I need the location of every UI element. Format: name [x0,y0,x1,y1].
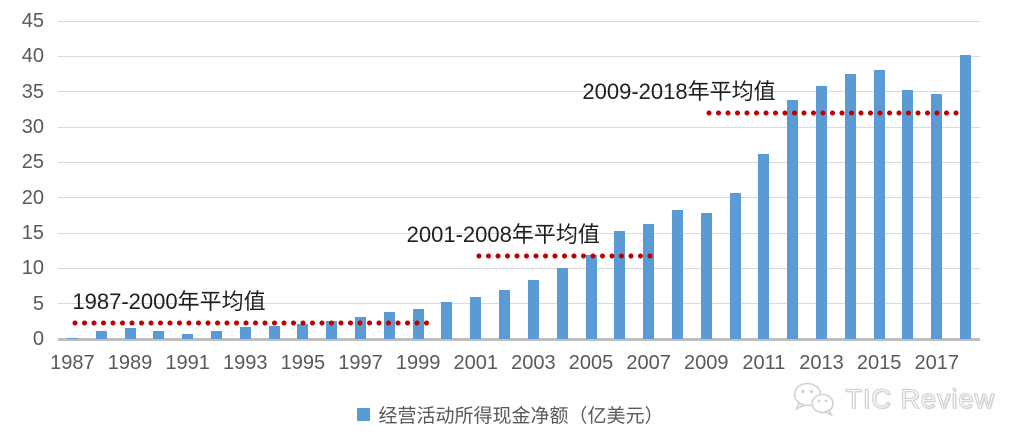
average-label-2: 2001-2008年平均值 [406,222,600,248]
bar-2005 [585,254,597,339]
x-tick-label-2007: 2007 [626,352,671,374]
x-tick-label-2011: 2011 [742,352,786,374]
y-tick-label-15: 15 [21,222,44,244]
bar-2017 [931,93,943,339]
bar-1987 [66,337,78,339]
x-axis-line [58,337,980,341]
bar-2004 [556,267,568,339]
bar-2014 [844,74,856,339]
y-tick-label-10: 10 [21,257,44,280]
x-tick-label-1989: 1989 [107,352,153,374]
plot-area: 1987-2000年平均值 2001-2008年平均值 2009-2018年平均值 [58,20,980,341]
bar-2003 [527,279,539,339]
x-tick-label-1999: 1999 [395,352,441,374]
x-tick-label-2013: 2013 [799,352,844,374]
bar-2002 [499,289,511,339]
x-tick-label-2009: 2009 [684,352,729,374]
bar-1997 [355,317,367,339]
gridline-y35 [58,91,980,93]
x-tick-label-1997: 1997 [338,352,383,374]
y-tick-label-0: 0 [32,328,44,350]
bar-1992 [210,331,222,339]
bar-2016 [902,90,914,339]
y-tick-label-40: 40 [21,45,44,68]
bar-2012 [787,100,799,339]
bar-1989 [124,328,136,339]
y-tick-label-25: 25 [21,151,44,174]
average-line-1 [72,320,430,327]
legend-marker-icon [357,408,371,421]
bar-1996 [326,321,338,339]
x-tick-label-2017: 2017 [914,352,960,374]
average-line-3 [706,109,963,116]
legend-label: 经营活动所得现金净额（亿美元） [378,406,664,427]
gridline-y25 [58,161,980,163]
x-axis-labels: 1987 1989 1991 1993 1995 1997 1999 2001 2003 2005… [50,351,980,379]
watermark: TIC Review [791,380,995,418]
y-tick-label-35: 35 [21,80,44,103]
bar-2010 [729,193,741,339]
y-tick-label-45: 45 [21,10,44,32]
gridline-y15 [58,232,980,234]
wechat-icon [794,382,835,417]
bar-2018 [960,54,972,339]
average-label-1: 1987-2000年平均值 [72,289,266,315]
bar-2007 [643,223,655,339]
bar-1994 [268,326,280,339]
bar-2001 [470,296,482,339]
x-tick-label-2001: 2001 [453,352,499,374]
y-tick-label-5: 5 [32,292,44,315]
bar-2013 [816,86,828,339]
bar-2008 [671,209,683,339]
bar-1990 [153,331,165,339]
x-tick-label-2015: 2015 [856,352,902,374]
bar-1988 [95,330,107,339]
bar-2000 [441,302,453,339]
x-tick-label-1995: 1995 [280,352,326,374]
gridline-y20 [58,197,980,199]
legend: 经营活动所得现金净额（亿美元） [0,401,1021,428]
gridline-y10 [58,267,980,269]
gridline-y30 [58,126,980,128]
gridline-y40 [58,55,980,57]
average-line-2 [475,253,658,260]
bar-1995 [297,324,309,339]
x-tick-label-2005: 2005 [568,352,614,374]
bar-2009 [700,213,712,339]
bar-1993 [239,327,251,339]
bar-2015 [873,70,885,339]
bar-1991 [182,334,194,339]
x-tick-label-1993: 1993 [223,352,268,374]
bar-2011 [758,153,770,339]
x-tick-label-2003: 2003 [511,352,556,374]
gridline-y45 [58,20,980,22]
watermark-text: TIC Review [845,383,995,414]
x-tick-label-1987: 1987 [50,352,95,374]
x-tick-label-1991: 1991 [165,352,210,374]
bar-2006 [614,230,626,339]
average-label-3: 2009-2018年平均值 [582,78,776,104]
gridline-y5 [58,303,980,305]
y-tick-label-20: 20 [21,186,44,209]
y-tick-label-30: 30 [21,116,44,138]
